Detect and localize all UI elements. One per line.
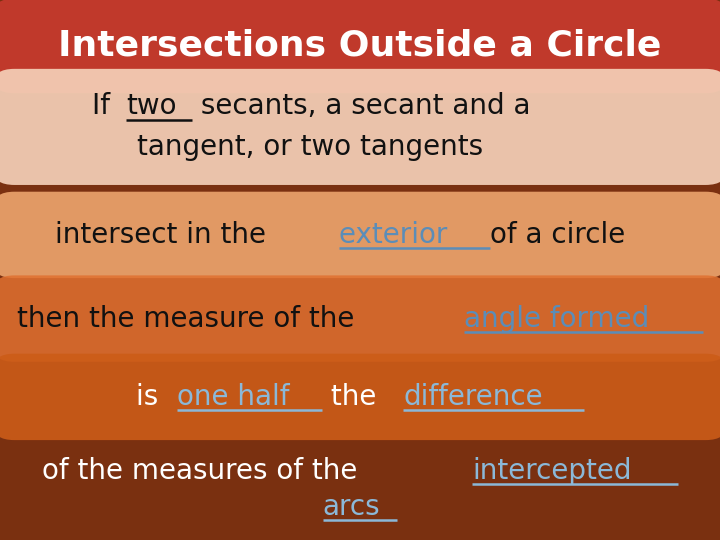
Text: of the measures of the: of the measures of the [42, 457, 375, 485]
Text: arcs: arcs [323, 492, 380, 521]
Text: If: If [91, 92, 119, 120]
Text: the: the [322, 383, 385, 411]
Text: one half: one half [176, 383, 289, 411]
Text: of a circle: of a circle [490, 221, 626, 249]
FancyBboxPatch shape [0, 354, 720, 440]
Text: secants, a secant and a: secants, a secant and a [192, 92, 530, 120]
Text: intercepted: intercepted [472, 457, 631, 485]
FancyBboxPatch shape [0, 275, 720, 362]
Text: tangent, or two tangents: tangent, or two tangents [137, 133, 483, 161]
Text: intersect in the: intersect in the [55, 221, 275, 249]
FancyBboxPatch shape [0, 192, 720, 278]
Text: Intersections Outside a Circle: Intersections Outside a Circle [58, 29, 662, 63]
Text: angle formed: angle formed [464, 305, 649, 333]
Text: two: two [127, 92, 177, 120]
FancyBboxPatch shape [0, 0, 720, 93]
Text: then the measure of the: then the measure of the [17, 305, 364, 333]
Text: exterior: exterior [339, 221, 456, 249]
FancyBboxPatch shape [0, 69, 720, 185]
Text: difference: difference [403, 383, 543, 411]
Text: is: is [137, 383, 168, 411]
